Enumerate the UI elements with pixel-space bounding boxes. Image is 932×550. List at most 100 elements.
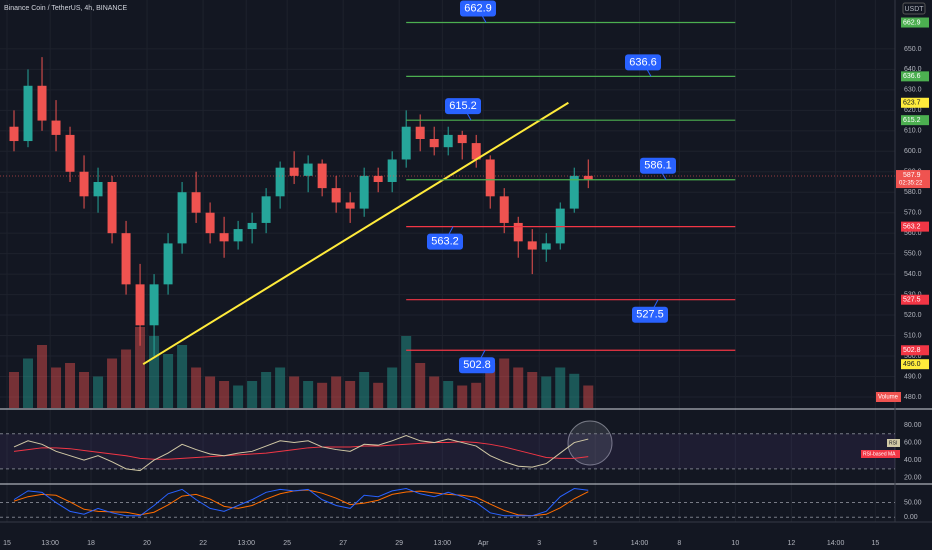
- axis-tag-label: 623.7: [903, 100, 921, 107]
- x-tick-label: 14:00: [827, 540, 845, 547]
- volume-bar: [177, 345, 188, 408]
- candle-body: [583, 175, 593, 180]
- stoch-tick-label: 50.00: [904, 499, 922, 506]
- last-price-label: 587.9: [903, 172, 921, 179]
- axis-tag: [901, 115, 929, 126]
- x-tick-label: 10: [731, 540, 739, 547]
- x-tick-label: 27: [339, 540, 347, 547]
- candle-body: [233, 229, 243, 242]
- countdown: 02:35:22: [899, 181, 923, 187]
- level-label-box: [632, 306, 668, 323]
- volume-bar: [247, 381, 258, 408]
- stoch-k-line: [13, 487, 589, 517]
- volume-bar: [93, 376, 104, 408]
- volume-bar: [121, 349, 132, 408]
- candle-body: [387, 159, 397, 182]
- volume-bar: [401, 336, 412, 408]
- volume-bar: [261, 372, 272, 408]
- rsi-name: RSI: [889, 440, 897, 446]
- level-label-box: [427, 233, 463, 250]
- x-tick-label: 15: [871, 540, 879, 547]
- x-tick-label: 12: [787, 540, 795, 547]
- x-tick-label: 25: [283, 540, 291, 547]
- rsi-tag: [887, 439, 900, 447]
- volume-bar: [541, 376, 552, 408]
- rsi-tick-label: 20.00: [904, 474, 922, 481]
- x-tick-label: Apr: [478, 540, 490, 547]
- axis-tag: [901, 221, 929, 232]
- stoch-tick-label: 0.00: [904, 514, 918, 521]
- x-tick-label: 18: [87, 540, 95, 547]
- x-tick-label: 20: [143, 540, 151, 547]
- rsi-tick-label: 40.00: [904, 457, 922, 464]
- candle-body: [555, 208, 565, 244]
- volume-bar: [135, 327, 146, 408]
- volume-bar: [107, 358, 118, 408]
- y-tick-label: 480.0: [904, 394, 922, 401]
- candle-body: [177, 192, 187, 244]
- volume-bar: [359, 372, 370, 408]
- level-label: 563.2: [431, 236, 459, 248]
- level-label-box: [625, 54, 661, 71]
- y-tick-label: 580.0: [904, 189, 922, 196]
- candle-body: [191, 192, 201, 213]
- volume-bar: [303, 381, 314, 408]
- x-tick-label: 8: [677, 540, 681, 547]
- axis-tag-label: 662.9: [903, 19, 921, 26]
- volume-bar: [513, 367, 524, 408]
- candle-body: [373, 175, 383, 182]
- volume-bar: [499, 358, 510, 408]
- candle-body: [359, 175, 369, 209]
- volume-bar: [345, 381, 356, 408]
- y-tick-label: 630.0: [904, 87, 922, 94]
- candle-body: [569, 175, 579, 209]
- level-label-box: [445, 98, 481, 115]
- x-tick-label: 5: [593, 540, 597, 547]
- candle-body: [541, 243, 551, 250]
- highlight-circle: [567, 420, 613, 466]
- rsi-line: [13, 435, 589, 472]
- rsi-ma-tag: [861, 450, 900, 458]
- y-tick-label: 500.0: [904, 353, 922, 360]
- volume-bar: [415, 363, 426, 408]
- candle-body: [219, 233, 229, 242]
- y-tick-label: 520.0: [904, 312, 922, 319]
- volume-bar: [205, 376, 216, 408]
- y-tick-label: 620.0: [904, 107, 922, 114]
- volume-bar: [429, 376, 440, 408]
- candle-body: [443, 134, 453, 148]
- volume-bar: [443, 381, 454, 408]
- volume-bar: [65, 363, 76, 408]
- candle-body: [261, 196, 271, 223]
- volume-bar: [9, 372, 20, 408]
- x-tick-label: 13:00: [434, 540, 452, 547]
- currency[interactable]: USDT: [904, 6, 924, 13]
- volume-bar: [373, 382, 384, 408]
- candle-body: [79, 171, 89, 197]
- candle-body: [345, 202, 355, 209]
- y-tick-label: 540.0: [904, 271, 922, 278]
- volume-bar: [51, 367, 62, 408]
- candle-body: [205, 212, 215, 234]
- volume-bar: [79, 372, 90, 408]
- currency-box[interactable]: [902, 2, 926, 15]
- volume-tag-label: Volume: [878, 395, 899, 401]
- candle-body: [37, 85, 47, 121]
- candle-body: [163, 243, 173, 285]
- level-label-box: [459, 357, 495, 374]
- candle-body: [527, 241, 537, 250]
- candle-body: [23, 85, 33, 142]
- level-label: 586.1: [644, 160, 672, 172]
- candle-body: [499, 196, 509, 223]
- candle-body: [289, 167, 299, 176]
- candle-body: [513, 222, 523, 242]
- trendline: [142, 101, 569, 366]
- volume-bar: [275, 367, 286, 408]
- y-tick-label: 640.0: [904, 66, 922, 73]
- axis-tag: [901, 345, 929, 356]
- volume-bar: [163, 354, 174, 408]
- volume-bar: [331, 376, 342, 408]
- y-tick-label: 610.0: [904, 128, 922, 135]
- level-label-box: [640, 157, 676, 174]
